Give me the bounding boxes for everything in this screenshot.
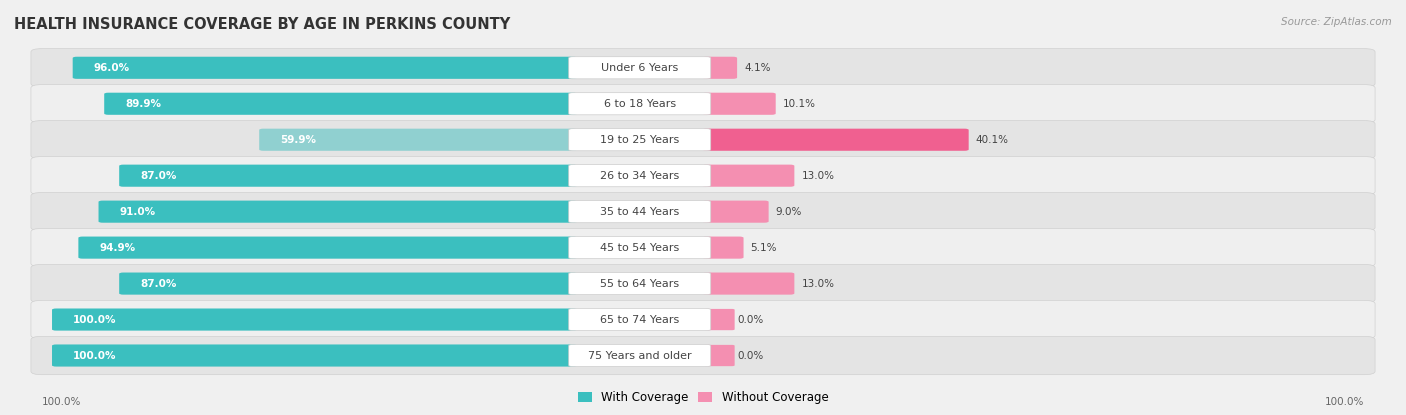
FancyBboxPatch shape <box>31 264 1375 303</box>
Text: 87.0%: 87.0% <box>141 171 177 181</box>
Text: 10.1%: 10.1% <box>783 99 815 109</box>
FancyBboxPatch shape <box>120 165 578 187</box>
FancyBboxPatch shape <box>104 93 578 115</box>
FancyBboxPatch shape <box>31 85 1375 123</box>
Text: 0.0%: 0.0% <box>738 315 763 325</box>
Text: 100.0%: 100.0% <box>1324 397 1364 407</box>
FancyBboxPatch shape <box>31 337 1375 375</box>
Text: 9.0%: 9.0% <box>776 207 801 217</box>
Text: 45 to 54 Years: 45 to 54 Years <box>600 243 679 253</box>
Text: 89.9%: 89.9% <box>125 99 162 109</box>
FancyBboxPatch shape <box>31 193 1375 231</box>
Text: HEALTH INSURANCE COVERAGE BY AGE IN PERKINS COUNTY: HEALTH INSURANCE COVERAGE BY AGE IN PERK… <box>14 17 510 32</box>
Text: 96.0%: 96.0% <box>94 63 129 73</box>
FancyBboxPatch shape <box>703 93 776 115</box>
FancyBboxPatch shape <box>31 229 1375 267</box>
FancyBboxPatch shape <box>569 308 711 331</box>
FancyBboxPatch shape <box>703 200 769 223</box>
Text: 100.0%: 100.0% <box>42 397 82 407</box>
FancyBboxPatch shape <box>704 345 735 366</box>
FancyBboxPatch shape <box>569 93 711 115</box>
FancyBboxPatch shape <box>31 156 1375 195</box>
FancyBboxPatch shape <box>569 129 711 151</box>
Text: 91.0%: 91.0% <box>120 207 156 217</box>
Text: 65 to 74 Years: 65 to 74 Years <box>600 315 679 325</box>
Text: 4.1%: 4.1% <box>744 63 770 73</box>
FancyBboxPatch shape <box>259 129 578 151</box>
FancyBboxPatch shape <box>703 57 737 79</box>
FancyBboxPatch shape <box>31 121 1375 159</box>
Text: 87.0%: 87.0% <box>141 278 177 288</box>
FancyBboxPatch shape <box>73 57 578 79</box>
FancyBboxPatch shape <box>703 273 794 295</box>
Text: 94.9%: 94.9% <box>100 243 135 253</box>
FancyBboxPatch shape <box>120 273 578 295</box>
Text: 55 to 64 Years: 55 to 64 Years <box>600 278 679 288</box>
FancyBboxPatch shape <box>703 237 744 259</box>
FancyBboxPatch shape <box>569 57 711 79</box>
FancyBboxPatch shape <box>569 200 711 223</box>
Text: Source: ZipAtlas.com: Source: ZipAtlas.com <box>1281 17 1392 27</box>
FancyBboxPatch shape <box>569 273 711 295</box>
Text: 100.0%: 100.0% <box>73 351 117 361</box>
Text: 13.0%: 13.0% <box>801 278 834 288</box>
Text: 75 Years and older: 75 Years and older <box>588 351 692 361</box>
Legend: With Coverage, Without Coverage: With Coverage, Without Coverage <box>572 387 834 409</box>
Text: Under 6 Years: Under 6 Years <box>602 63 678 73</box>
Text: 5.1%: 5.1% <box>751 243 778 253</box>
FancyBboxPatch shape <box>703 165 794 187</box>
FancyBboxPatch shape <box>52 344 578 366</box>
Text: 13.0%: 13.0% <box>801 171 834 181</box>
FancyBboxPatch shape <box>31 49 1375 87</box>
FancyBboxPatch shape <box>569 344 711 366</box>
Text: 6 to 18 Years: 6 to 18 Years <box>603 99 676 109</box>
FancyBboxPatch shape <box>79 237 578 259</box>
Text: 100.0%: 100.0% <box>73 315 117 325</box>
FancyBboxPatch shape <box>569 165 711 187</box>
Text: 40.1%: 40.1% <box>976 135 1008 145</box>
FancyBboxPatch shape <box>569 237 711 259</box>
Text: 0.0%: 0.0% <box>738 351 763 361</box>
FancyBboxPatch shape <box>704 309 735 330</box>
FancyBboxPatch shape <box>31 300 1375 339</box>
Text: 35 to 44 Years: 35 to 44 Years <box>600 207 679 217</box>
FancyBboxPatch shape <box>98 200 578 223</box>
Text: 19 to 25 Years: 19 to 25 Years <box>600 135 679 145</box>
Text: 59.9%: 59.9% <box>280 135 316 145</box>
Text: 26 to 34 Years: 26 to 34 Years <box>600 171 679 181</box>
FancyBboxPatch shape <box>52 308 578 331</box>
FancyBboxPatch shape <box>703 129 969 151</box>
